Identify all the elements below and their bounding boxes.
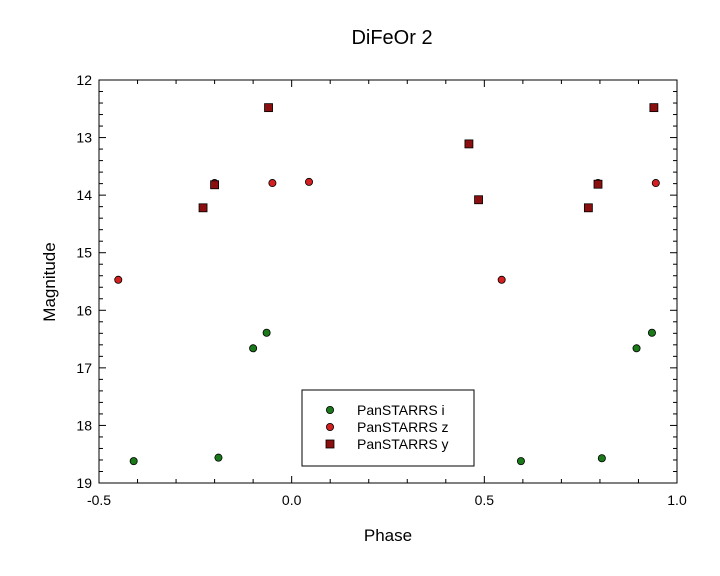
y-tick-label: 12 [76,72,92,88]
legend-marker [325,422,334,431]
data-point [474,195,483,205]
y-tick-label: 15 [76,245,92,261]
legend-label: PanSTARRS z [357,419,449,435]
data-point [632,344,641,353]
y-tick-label: 16 [76,302,92,318]
data-point [262,328,271,337]
data-point [114,275,123,284]
legend-label: PanSTARRS y [357,436,449,452]
plot-frame [98,79,678,484]
data-point [497,275,506,284]
data-point [593,179,603,189]
data-point [305,177,314,186]
data-point [464,139,474,149]
x-tick-label: 0.5 [475,492,495,508]
data-point [651,179,660,188]
y-tick-label: 14 [76,187,92,203]
x-tick-label: 1.0 [667,492,687,508]
data-point [647,328,656,337]
data-point [649,103,659,113]
data-point [583,203,593,213]
y-axis-label: Magnitude [40,242,59,321]
y-tick-label: 13 [76,130,92,146]
x-axis-tick-labels: -0.5 0.0 0.5 1.0 [87,492,687,508]
series-panstarrs-i [129,328,656,466]
data-point [129,457,138,466]
data-point [264,103,273,113]
x-tick-label: 0.0 [282,492,302,508]
data-point [597,454,606,463]
series-panstarrs-y [198,103,659,213]
data-point [516,457,525,466]
legend-marker [325,439,335,449]
data-point [210,180,220,190]
y-tick-label: 18 [76,417,92,433]
chart-title: DiFeOr 2 [351,27,432,49]
y-axis-ticks [99,79,677,484]
legend-label: PanSTARRS i [357,402,445,418]
legend-marker [325,405,334,414]
y-tick-label: 19 [76,475,92,491]
data-points [114,103,660,466]
x-tick-label: -0.5 [87,492,111,508]
data-point [198,203,208,213]
x-axis-label: Phase [364,526,412,545]
y-axis-tick-labels: 12 13 14 15 16 17 18 19 [76,72,92,491]
data-point [249,344,258,353]
series-panstarrs-z [114,177,660,284]
x-axis-ticks [98,80,678,483]
data-point [214,453,223,462]
y-tick-label: 17 [76,360,92,376]
data-point [268,179,277,188]
